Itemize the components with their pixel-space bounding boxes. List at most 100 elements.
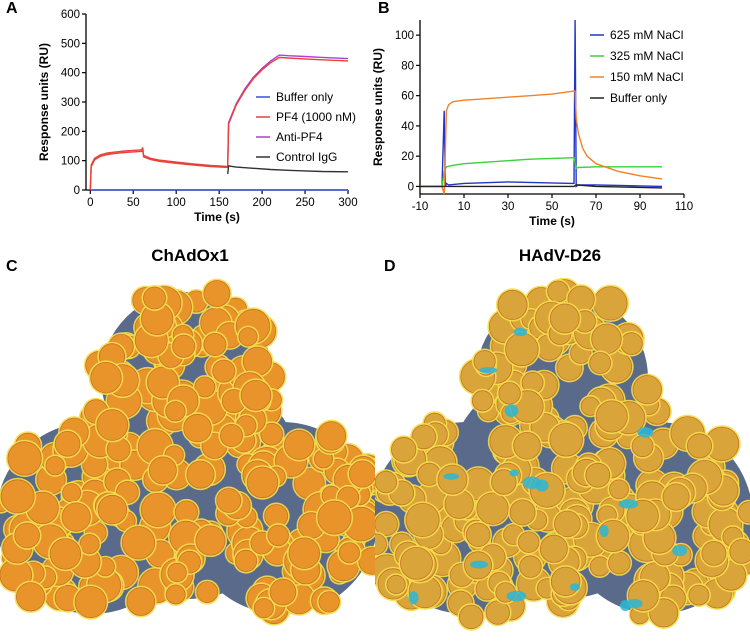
hadv-d26-subunit xyxy=(405,502,440,537)
panel-label-d: D xyxy=(384,258,396,275)
hadv-d26-subunit xyxy=(595,400,628,433)
chadox1-subunit xyxy=(14,522,40,549)
chadox1-subunit xyxy=(212,359,236,383)
chadox1-subunit xyxy=(349,460,375,488)
hadv-d26-subunit xyxy=(497,289,528,320)
chart-a-legend-entry: Buffer only xyxy=(276,90,333,104)
hadv-d26-subunit xyxy=(688,584,710,606)
chadox1-subunit xyxy=(172,334,196,358)
hadv-d26-subunit xyxy=(547,280,569,303)
hadv-d26-subunit xyxy=(391,436,417,463)
chart-b-y-tick-label: 100 xyxy=(395,30,414,42)
hadv-d26-subunit xyxy=(662,483,690,511)
chart-b-series-150-mm-nacl xyxy=(420,90,663,195)
hadv-d26-subunit xyxy=(620,332,643,355)
hadv-d26-subunit xyxy=(589,556,610,577)
chart-a-x-tick-label: 250 xyxy=(295,197,314,209)
hadv-d26-subunit xyxy=(400,546,433,580)
hadv-d26-subunit xyxy=(632,375,662,405)
hadv-d26-subunit xyxy=(549,303,580,334)
chart-a-y-tick-label: 400 xyxy=(61,68,80,80)
structure-title-chadox1: ChAdOx1 xyxy=(151,246,229,265)
chart-a-legend-entry: Control IgG xyxy=(276,150,337,164)
hadv-d26-subunit xyxy=(593,286,628,321)
chart-b-legend-entry: Buffer only xyxy=(610,91,667,105)
hadv-d26-cyan-patch xyxy=(626,598,643,609)
chadox1-subunit xyxy=(96,409,129,441)
chadox1-subunit xyxy=(317,500,352,535)
chart-a-y-tick-label: 200 xyxy=(61,126,80,138)
hadv-d26-cyan-patch xyxy=(509,469,519,477)
chadox1-subunit xyxy=(61,502,91,532)
chart-b-legend-entry: 625 mM NaCl xyxy=(610,28,683,42)
chart-b-series-buffer-only xyxy=(420,184,663,189)
hadv-d26-cyan-patch xyxy=(470,560,489,569)
chadox1-subunit xyxy=(216,488,242,513)
chadox1-subunit xyxy=(203,333,227,357)
chadox1-subunit xyxy=(97,494,128,525)
chadox1-subunit xyxy=(203,280,231,307)
chadox1-capsid-rendering xyxy=(0,278,375,643)
chadox1-subunit xyxy=(186,460,215,489)
panel-label-a: A xyxy=(6,0,18,17)
hadv-d26-subunit xyxy=(609,479,629,500)
chart-a-x-tick-label: 50 xyxy=(127,197,140,209)
chart-a-y-axis-label: Response units (RU) xyxy=(37,43,51,161)
hadv-d26-subunit xyxy=(458,604,484,630)
hadv-d26-subunit xyxy=(513,432,541,460)
chart-b-y-tick-label: 60 xyxy=(401,91,414,103)
chart-b-x-tick-label: 30 xyxy=(502,201,515,213)
hadv-d26-cyan-patch xyxy=(599,525,609,537)
chadox1-subunit xyxy=(121,526,156,560)
chadox1-subunit xyxy=(234,549,258,572)
hadv-d26-subunit xyxy=(549,423,583,457)
hadv-d26-subunit xyxy=(608,551,631,575)
hadv-d26-subunit xyxy=(550,566,581,597)
chart-b-legend-entry: 150 mM NaCl xyxy=(610,70,683,84)
panel-label-b: B xyxy=(378,0,390,17)
chart-a-series-anti-pf4-replicate xyxy=(227,56,349,168)
chart-b-legend-entry: 325 mM NaCl xyxy=(610,49,683,63)
chadox1-subunit xyxy=(194,376,216,398)
hadv-d26-subunit xyxy=(485,600,510,625)
chadox1-subunit xyxy=(288,537,321,569)
chadox1-subunit xyxy=(269,578,297,606)
chart-a-spr-sensorgram: 0 100 200 300 400 500 600 0 50 100 150 200 250 300 Tim… xyxy=(37,9,358,224)
chadox1-subunit xyxy=(316,421,347,451)
hadv-d26-cyan-patch xyxy=(504,404,519,418)
chadox1-subunit xyxy=(45,456,65,476)
chart-a-x-tick-label: 0 xyxy=(87,197,93,209)
chart-a-y-tick-label: 300 xyxy=(61,97,80,109)
hadv-d26-subunit xyxy=(505,332,539,367)
chadox1-subunit xyxy=(260,422,284,446)
chart-b-x-tick-label: 90 xyxy=(634,201,647,213)
hadv-d26-cyan-patch xyxy=(408,591,419,605)
hadv-d26-subunit xyxy=(471,390,493,412)
chart-b-y-tick-label: 20 xyxy=(401,151,414,163)
hadv-d26-cyan-patch xyxy=(618,499,639,509)
chadox1-subunit xyxy=(195,525,226,556)
hadv-d26-subunit xyxy=(498,382,521,405)
chart-a-series-pf4-1000-nm-replicate xyxy=(89,148,228,191)
chadox1-subunit xyxy=(74,586,107,619)
hadv-d26-subunit xyxy=(738,501,750,524)
chadox1-subunit xyxy=(140,492,176,527)
chadox1-subunit xyxy=(49,538,82,570)
chart-b-y-tick-label: 40 xyxy=(401,121,414,133)
hadv-d26-cyan-patch xyxy=(569,583,581,591)
hadv-d26-cyan-patch xyxy=(479,367,498,374)
chart-a-x-tick-label: 200 xyxy=(253,197,272,209)
hadv-d26-subunit xyxy=(465,522,491,547)
hadv-d26-subunit xyxy=(375,533,387,555)
chart-b-y-tick-label: 80 xyxy=(401,60,414,72)
chadox1-subunit xyxy=(16,582,46,612)
chart-b-x-tick-label: 110 xyxy=(675,201,693,213)
chadox1-subunit xyxy=(183,413,212,443)
chadox1-subunit xyxy=(196,581,219,604)
chart-b-y-tick-label: 0 xyxy=(408,181,414,193)
chadox1-subunit xyxy=(0,479,35,514)
hadv-d26-subunit xyxy=(509,499,536,526)
chart-b-salt-sensorgram: 0 20 40 60 80 100 -10 10 30 50 70 90 110 Time (s) Resp… xyxy=(372,19,693,228)
chadox1-subunit xyxy=(358,547,375,575)
hadv-d26-subunit xyxy=(591,323,622,355)
